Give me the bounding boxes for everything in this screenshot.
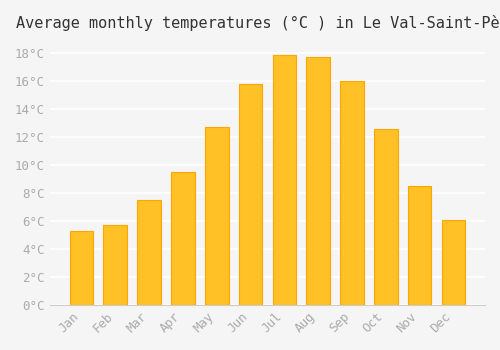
Bar — [238, 84, 262, 305]
Bar — [138, 200, 161, 305]
Title: Average monthly temperatures (°C ) in Le Val-Saint-Père: Average monthly temperatures (°C ) in Le… — [16, 15, 500, 31]
Bar — [374, 129, 398, 305]
Bar — [205, 127, 229, 305]
Bar — [306, 57, 330, 305]
Bar — [70, 231, 94, 305]
Bar — [408, 186, 432, 305]
Bar — [340, 81, 364, 305]
Bar — [272, 55, 296, 305]
Bar — [442, 220, 465, 305]
Bar — [171, 172, 194, 305]
Bar — [104, 225, 127, 305]
